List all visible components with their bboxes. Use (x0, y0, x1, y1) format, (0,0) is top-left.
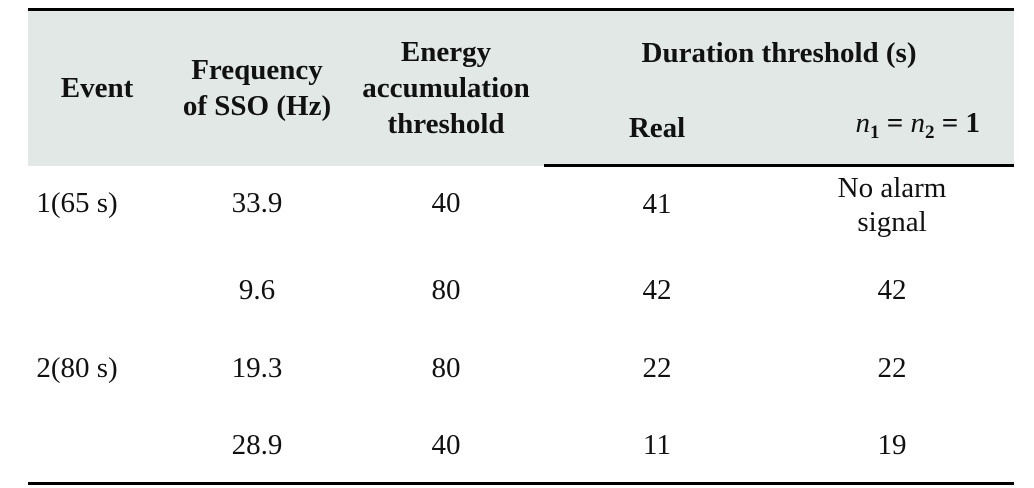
cell-frequency: 28.9 (166, 407, 348, 485)
cell-n-equal-one: No alarm signal (770, 166, 1014, 252)
table-row: 1(65 s) 33.9 40 41 No alarm signal (28, 166, 1014, 252)
no-alarm-line1: No alarm (837, 172, 947, 204)
header-energy-line2: accumulation (362, 72, 530, 105)
cell-event (28, 407, 166, 485)
table-container: Event Frequency of SSO (Hz) Energy accum… (28, 8, 1014, 485)
equals-sign-1: = (879, 106, 911, 139)
header-frequency-line2: of SSO (Hz) (182, 90, 332, 123)
header-energy: Energy accumulation threshold (348, 8, 544, 166)
table-body: 1(65 s) 33.9 40 41 No alarm signal 9.6 8… (28, 166, 1014, 485)
cell-energy: 40 (431, 186, 461, 219)
table-row: 9.6 80 42 42 (28, 252, 1014, 328)
cell-energy: 80 (431, 351, 461, 384)
header-real-label: Real (628, 111, 686, 144)
cell-frequency: 19.3 (231, 351, 283, 384)
header-frequency-line1: Frequency (191, 54, 323, 87)
header-energy-line1: Energy (400, 36, 492, 69)
cell-event: 2(80 s) (36, 351, 118, 384)
cell-real: 42 (642, 273, 672, 306)
cell-n-equal-one: 19 (770, 407, 1014, 485)
n2-variable: n (910, 106, 925, 139)
header-event-label: Event (60, 72, 134, 105)
n-condition-value: 1 (965, 106, 981, 139)
header-n-condition: n1 = n2 = 1 (770, 91, 1014, 167)
cell-event (28, 252, 166, 328)
sso-duration-table: Event Frequency of SSO (Hz) Energy accum… (28, 8, 1014, 485)
cell-energy: 40 (348, 407, 544, 485)
header-energy-line3: threshold (387, 108, 505, 141)
n1-variable: n (855, 106, 870, 139)
cell-real: 11 (544, 407, 770, 485)
cell-n-equal-one: 42 (877, 273, 907, 306)
n2-subscript: 2 (924, 121, 935, 143)
header-row-1: Event Frequency of SSO (Hz) Energy accum… (28, 8, 1014, 166)
n-condition-formula: n1 = n2 = 1 (855, 106, 981, 143)
header-row-2: Real n1 = n2 = 1 (28, 91, 1014, 167)
table-header: Event Frequency of SSO (Hz) Energy accum… (28, 8, 1014, 167)
table-row: 28.9 40 11 19 (28, 407, 1014, 485)
n1-subscript: 1 (869, 121, 880, 143)
header-frequency: Frequency of SSO (Hz) (166, 8, 348, 166)
equals-sign-2: = (934, 106, 966, 139)
cell-n-equal-one: 22 (877, 351, 907, 384)
header-event: Event (28, 8, 166, 166)
cell-frequency: 33.9 (231, 186, 283, 219)
cell-event: 1(65 s) (36, 186, 118, 219)
no-alarm-line2: signal (857, 206, 927, 238)
cell-energy: 80 (431, 273, 461, 306)
cell-real: 41 (642, 188, 672, 220)
cell-real: 22 (642, 351, 672, 384)
header-real: Real (544, 91, 770, 167)
header-duration: Duration threshold (s) (544, 8, 1014, 92)
table-row: 2(80 s) 19.3 80 22 22 (28, 328, 1014, 408)
header-duration-label: Duration threshold (s) (641, 37, 917, 70)
cell-frequency: 9.6 (238, 273, 276, 306)
